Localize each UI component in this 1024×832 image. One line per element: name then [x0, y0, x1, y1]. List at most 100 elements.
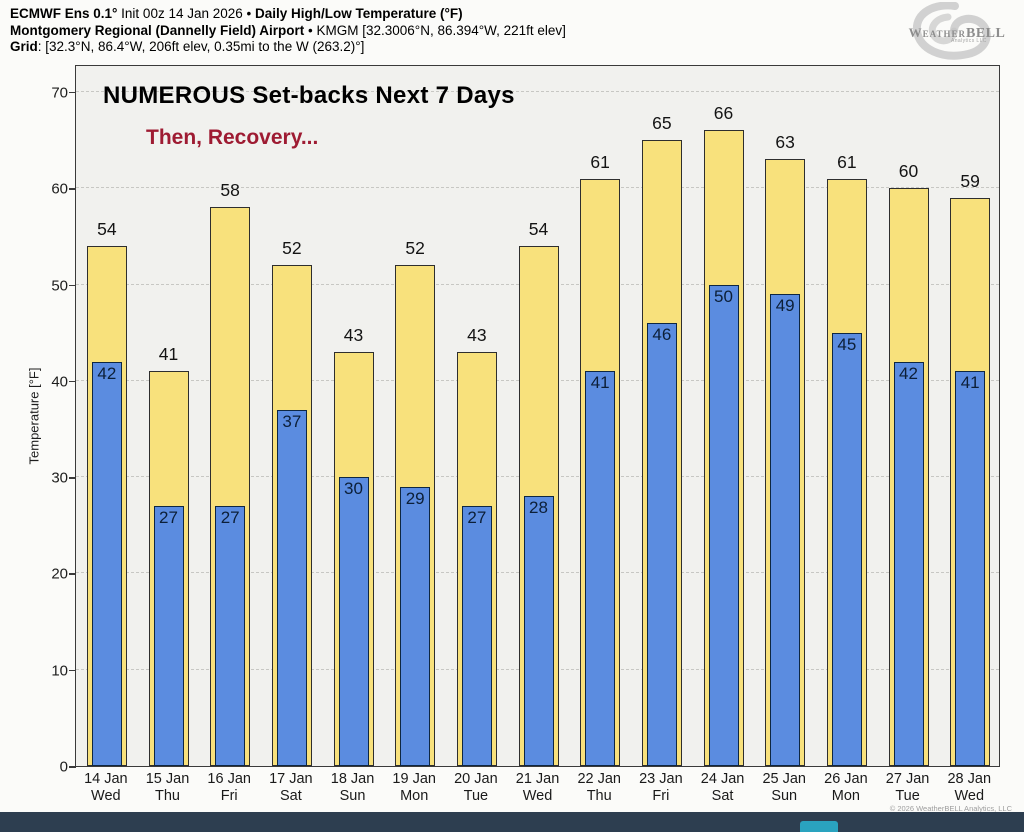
- x-axis-weekday: Sat: [711, 788, 734, 804]
- high-value-label: 61: [837, 151, 857, 172]
- low-bar: 45: [831, 332, 862, 766]
- x-axis-day-label: 26 Jan Mon: [815, 771, 877, 805]
- high-value-label: 54: [97, 219, 117, 239]
- y-tick-mark: [69, 380, 76, 383]
- low-bar: 29: [400, 486, 431, 766]
- logo-wordmark: WeatherBELL: [907, 24, 1007, 42]
- low-value-label: 42: [899, 363, 918, 383]
- x-axis-day-label: 25 Jan Sun: [753, 771, 815, 805]
- y-tick-label: 0: [59, 758, 68, 776]
- high-value-label: 54: [528, 219, 549, 239]
- low-bar: 49: [770, 294, 801, 766]
- low-value-label: 27: [159, 508, 178, 527]
- low-value-label: 27: [220, 508, 240, 527]
- x-axis-day-label: 27 Jan Tue: [877, 771, 939, 805]
- hurricane-swirl-icon: [912, 2, 991, 60]
- low-value-label: 41: [960, 373, 980, 393]
- low-bar: 41: [955, 371, 986, 766]
- footer-bar: [0, 812, 1024, 832]
- x-axis-date: 16 Jan: [207, 771, 251, 787]
- x-axis-date: 25 Jan: [762, 771, 806, 787]
- y-tick-mark: [69, 188, 76, 190]
- y-tick-label: 40: [51, 373, 68, 391]
- low-bar: 50: [708, 284, 739, 766]
- gridline: [76, 90, 999, 92]
- low-value-label: 27: [467, 508, 487, 527]
- logo-weather-text: Weather: [908, 25, 966, 40]
- y-tick-label: 50: [51, 277, 68, 295]
- high-value-label: 41: [158, 344, 179, 365]
- low-value-label: 49: [775, 296, 795, 316]
- low-value-label: 41: [590, 373, 610, 393]
- x-axis-day-label: 18 Jan Sun: [322, 771, 384, 805]
- x-axis-date: 26 Jan: [824, 771, 868, 787]
- chart-title: Daily High/Low Temperature (°F): [255, 6, 463, 21]
- x-axis-date: 24 Jan: [700, 771, 745, 787]
- low-value-label: 28: [529, 498, 548, 518]
- x-axis-weekday: Thu: [155, 788, 180, 804]
- x-axis-date: 18 Jan: [330, 771, 375, 787]
- x-axis-day-label: 19 Jan Mon: [383, 771, 445, 805]
- low-value-label: 37: [282, 411, 302, 431]
- logo-bell-text: BELL: [965, 26, 1006, 41]
- x-axis-date: 15 Jan: [145, 771, 190, 787]
- grid-coords: : [32.3°N, 86.4°W, 206ft elev, 0.35mi to…: [37, 39, 365, 54]
- station-coords: • KMGM [32.3006°N, 86.394°W, 221ft elev]: [304, 22, 566, 38]
- x-axis-weekday: Mon: [400, 788, 429, 804]
- x-axis-date: 20 Jan: [454, 771, 498, 787]
- x-axis-day-label: 14 Jan Wed: [75, 771, 137, 805]
- weatherbell-logo: WeatherBELL Analytics LLC: [893, 2, 1015, 60]
- x-axis-date: 17 Jan: [269, 771, 313, 787]
- low-bar: 37: [276, 409, 307, 766]
- x-axis-day-label: 16 Jan Fri: [198, 771, 260, 805]
- header-line-2: Montgomery Regional (Dannelly Field) Air…: [10, 23, 566, 40]
- x-axis-labels: 14 Jan Wed 15 Jan Thu 16 Jan Fri 17 Jan Sat 18 J…: [75, 771, 1000, 805]
- x-axis-weekday: Mon: [831, 788, 860, 804]
- x-axis-day-label: 28 Jan Wed: [938, 771, 1000, 805]
- x-axis-weekday: Tue: [895, 788, 920, 804]
- logo-subtext: Analytics LLC: [951, 38, 987, 44]
- high-value-label: 43: [467, 324, 487, 345]
- high-value-label: 52: [405, 238, 425, 259]
- x-axis-weekday: Sun: [339, 788, 366, 804]
- y-tick-label: 60: [51, 180, 68, 198]
- x-axis-weekday: Wed: [91, 788, 121, 804]
- x-axis-date: 21 Jan: [515, 771, 560, 787]
- low-bar: 27: [215, 506, 246, 766]
- grid-label: Grid: [10, 39, 38, 54]
- init-time: Init 00z 14 Jan 2026 •: [117, 6, 255, 21]
- x-axis-day-label: 17 Jan Sat: [260, 771, 322, 805]
- low-value-label: 42: [97, 363, 117, 383]
- low-bar: 27: [461, 506, 492, 766]
- high-value-label: 66: [713, 103, 734, 124]
- high-value-label: 43: [343, 324, 364, 345]
- x-axis-day-label: 20 Jan Tue: [445, 771, 507, 805]
- station-name: Montgomery Regional (Dannelly Field) Air…: [10, 22, 305, 38]
- model-name: ECMWF Ens 0.1°: [10, 6, 118, 21]
- low-bar: 28: [523, 496, 554, 766]
- low-value-label: 50: [714, 286, 733, 306]
- x-axis-date: 19 Jan: [392, 771, 436, 787]
- high-value-label: 65: [652, 113, 672, 134]
- y-tick-label: 10: [51, 662, 68, 680]
- low-bar: 27: [153, 506, 184, 766]
- y-tick-mark: [69, 477, 76, 479]
- x-axis-weekday: Wed: [522, 788, 553, 804]
- x-axis-date: 22 Jan: [577, 771, 621, 787]
- y-tick-mark: [69, 284, 76, 287]
- x-axis-date: 27 Jan: [885, 771, 930, 787]
- gridline: [76, 187, 999, 189]
- footer-button[interactable]: [800, 821, 838, 832]
- x-axis-date: 23 Jan: [639, 771, 683, 787]
- copyright-text: © 2026 WeatherBELL Analytics, LLC: [889, 804, 1012, 813]
- annotation-setbacks: NUMEROUS Set-backs Next 7 Days: [103, 82, 515, 109]
- plot-area: 54 42 41 27 58 27 52 37 43 30 52 29 43 27 54 28 61 41 65 46…: [75, 65, 1000, 767]
- y-tick-mark: [69, 669, 76, 672]
- y-tick-label: 70: [51, 84, 68, 102]
- x-axis-day-label: 21 Jan Wed: [507, 771, 569, 805]
- x-axis-weekday: Wed: [954, 788, 985, 804]
- x-axis-weekday: Fri: [220, 788, 238, 804]
- y-tick-label: 30: [51, 469, 68, 487]
- chart-header: ECMWF Ens 0.1° Init 00z 14 Jan 2026 • Da…: [10, 6, 566, 56]
